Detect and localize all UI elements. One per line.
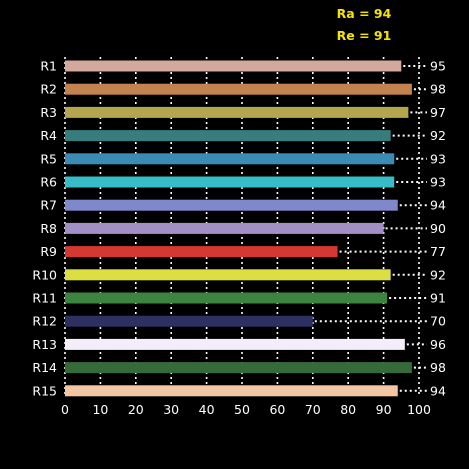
x-tick-label: 70 [305, 402, 321, 417]
bar-r9 [65, 246, 338, 258]
x-tick-label: 80 [340, 402, 356, 417]
category-label: R4 [40, 128, 57, 143]
category-label: R13 [32, 337, 57, 352]
category-label: R14 [32, 360, 57, 375]
x-tick-label: 100 [407, 402, 431, 417]
value-label: 92 [430, 267, 446, 282]
bar-r14 [65, 362, 412, 374]
x-tick-label: 20 [128, 402, 144, 417]
value-label: 98 [430, 82, 446, 97]
re-value-label: Re = 91 [337, 28, 392, 43]
bar-r1 [65, 60, 402, 72]
category-label: R5 [40, 151, 57, 166]
category-label: R1 [40, 59, 57, 74]
x-tick-label: 90 [376, 402, 392, 417]
value-label: 70 [430, 314, 446, 329]
x-tick-label: 0 [61, 402, 69, 417]
bar-r5 [65, 153, 395, 165]
category-label: R6 [40, 175, 57, 190]
ra-value-label: Ra = 94 [337, 6, 392, 21]
x-tick-label: 40 [199, 402, 215, 417]
category-label: R12 [32, 314, 57, 329]
category-label: R3 [40, 105, 57, 120]
value-label: 93 [430, 175, 446, 190]
bar-r10 [65, 269, 391, 281]
bar-r13 [65, 338, 405, 350]
bar-r7 [65, 199, 398, 211]
bar-series [65, 60, 412, 397]
value-label: 95 [430, 59, 446, 74]
value-label: 98 [430, 360, 446, 375]
value-label: 96 [430, 337, 446, 352]
category-label: R8 [40, 221, 57, 236]
category-labels: R1 R2 R3 R4 R5 R6 R7 R8 R9 R10 R11 R12 R13 R14 R15 [32, 59, 57, 399]
bar-r15 [65, 385, 398, 397]
bar-r12 [65, 315, 313, 327]
bar-r3 [65, 106, 409, 118]
value-label: 77 [430, 244, 446, 259]
x-tick-label: 60 [269, 402, 285, 417]
x-tick-label: 30 [163, 402, 179, 417]
value-label: 94 [430, 383, 446, 398]
x-tick-label: 10 [92, 402, 108, 417]
category-label: R2 [40, 82, 57, 97]
x-axis-tick-labels: 0 10 20 30 40 50 60 70 80 90 100 [61, 402, 431, 417]
value-label: 92 [430, 128, 446, 143]
category-label: R9 [40, 244, 57, 259]
value-label: 91 [430, 291, 446, 306]
category-label: R10 [32, 267, 57, 282]
category-label: R15 [32, 383, 57, 398]
bar-r11 [65, 292, 388, 304]
x-tick-label: 50 [234, 402, 250, 417]
bar-r4 [65, 130, 391, 142]
category-label: R11 [32, 291, 57, 306]
value-label: 94 [430, 198, 446, 213]
bar-r6 [65, 176, 395, 188]
value-label: 90 [430, 221, 446, 236]
category-label: R7 [40, 198, 57, 213]
value-label: 97 [430, 105, 446, 120]
value-label: 93 [430, 151, 446, 166]
bar-r2 [65, 83, 412, 95]
value-labels: 95 98 97 92 93 93 94 90 77 92 91 70 96 98 94 [430, 59, 446, 399]
bar-r8 [65, 222, 384, 234]
